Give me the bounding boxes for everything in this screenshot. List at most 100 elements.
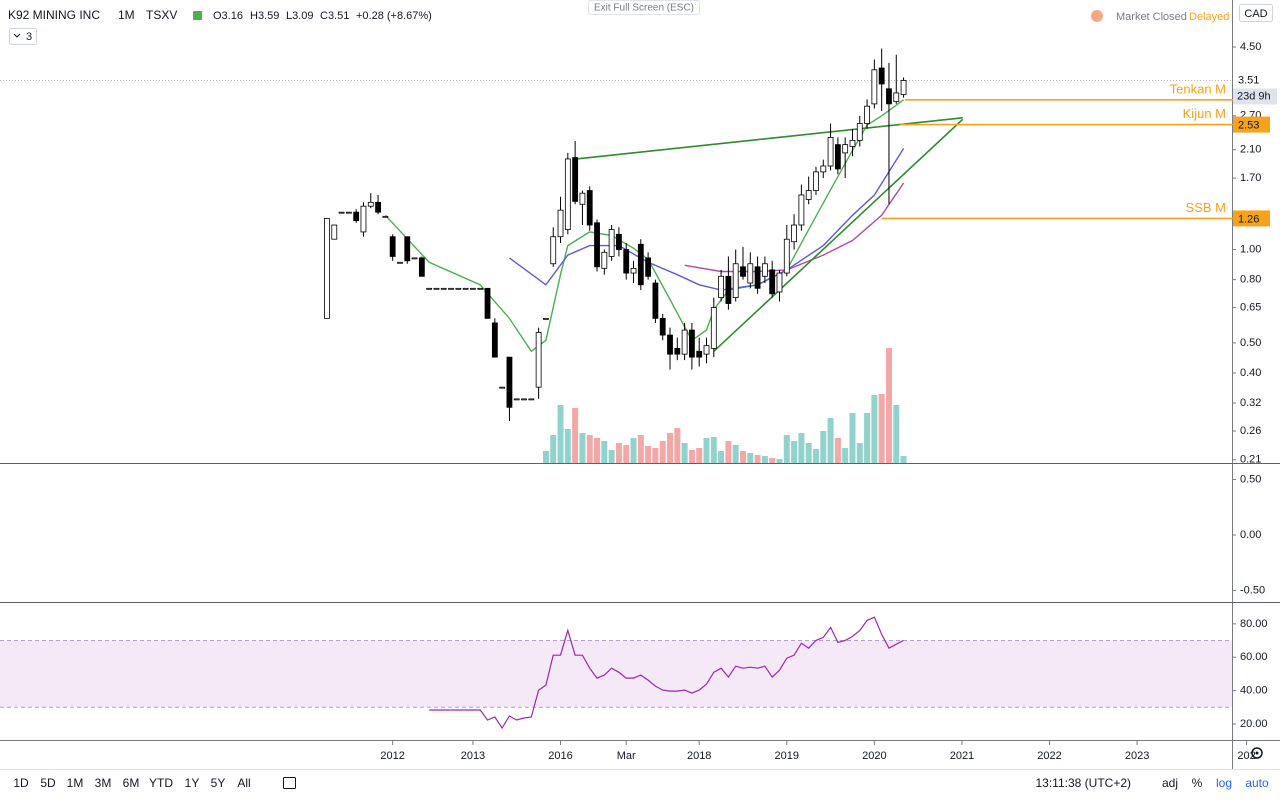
- y-tick-label: 2.10: [1240, 144, 1261, 156]
- volume-bar: [812, 449, 819, 463]
- option-button[interactable]: log: [1216, 776, 1232, 790]
- volume-bar: [798, 433, 805, 463]
- symbol: K92 MINING INC: [8, 8, 100, 22]
- volume-bar: [791, 441, 798, 463]
- volume-bar: [864, 413, 871, 463]
- range-button[interactable]: 1D: [13, 776, 29, 790]
- last-price-box: [1233, 72, 1273, 89]
- volume-bar: [557, 405, 564, 463]
- ohlc-close: C3.51: [320, 10, 349, 22]
- fullscreen-label[interactable]: Exit Full Screen (ESC): [594, 3, 694, 14]
- candle-body: [455, 287, 462, 290]
- volume-bar: [696, 448, 703, 463]
- y-tick-label: 0.40: [1240, 367, 1261, 379]
- volume-bar: [623, 445, 630, 463]
- last-price: 3.51: [1238, 74, 1259, 86]
- candle-body: [637, 243, 644, 286]
- volume-bar: [761, 456, 768, 463]
- y-tick-label: 0.80: [1240, 274, 1261, 286]
- indicator-line: [508, 148, 905, 291]
- date-range-icon[interactable]: [283, 777, 296, 789]
- market-status: Market Closed: [1116, 11, 1187, 23]
- candle-body: [878, 67, 885, 85]
- candle-body: [732, 263, 739, 299]
- rsi-band: [0, 640, 1232, 708]
- candle-body: [375, 201, 381, 213]
- candle-body: [608, 229, 615, 257]
- currency-box[interactable]: [1239, 4, 1273, 22]
- y-tick-label: 80.00: [1240, 618, 1268, 630]
- candle-body: [616, 233, 622, 250]
- clock: 13:11:38 (UTC+2): [1036, 776, 1132, 790]
- option-button[interactable]: adj: [1162, 776, 1178, 790]
- indicator-line: [684, 182, 905, 273]
- collapse-count[interactable]: 3: [26, 31, 32, 43]
- x-tick-label: 2016: [548, 750, 572, 762]
- volume-bar: [652, 448, 659, 463]
- collapse-button[interactable]: [9, 28, 37, 45]
- x-tick-label: 2012: [380, 750, 404, 762]
- feed-status: Delayed: [1189, 11, 1229, 23]
- volume-bar: [667, 433, 674, 463]
- range-button[interactable]: 5D: [40, 776, 56, 790]
- y-tick-label: 0.26: [1240, 425, 1261, 437]
- range-button[interactable]: 1Y: [185, 776, 200, 790]
- currency[interactable]: CAD: [1244, 8, 1267, 20]
- y-tick-label: 0.00: [1240, 529, 1261, 541]
- candle-body: [440, 287, 447, 290]
- range-button[interactable]: All: [237, 776, 250, 790]
- candle-body: [491, 322, 498, 358]
- candle-body: [470, 287, 476, 290]
- option-button[interactable]: %: [1192, 776, 1203, 790]
- y-tick-label: 0.50: [1240, 473, 1261, 485]
- exchange: TSXV: [146, 8, 177, 22]
- range-button[interactable]: 6M: [123, 776, 140, 790]
- volume-bar: [849, 413, 856, 463]
- volume-bar: [827, 418, 834, 463]
- candle-body: [674, 348, 681, 355]
- volume-bar: [769, 458, 776, 463]
- volume-bar: [630, 438, 637, 463]
- candle-body: [543, 317, 549, 320]
- candle-body: [360, 205, 367, 233]
- level-price-box: [1233, 210, 1270, 227]
- candle-body: [667, 334, 673, 355]
- volume-bar: [820, 431, 827, 463]
- candle-body: [776, 272, 783, 293]
- candle-body: [886, 88, 892, 105]
- status-icon: [193, 11, 202, 20]
- volume-bar: [594, 438, 601, 463]
- volume-bar: [550, 435, 557, 463]
- x-tick-label: 2023: [1125, 750, 1149, 762]
- candle-body: [331, 224, 338, 240]
- candle-body: [761, 263, 768, 277]
- candle-body: [696, 350, 703, 358]
- level-price-box: [1233, 116, 1270, 133]
- countdown-box: [1233, 88, 1277, 105]
- candle-body: [601, 251, 608, 269]
- candle-body: [652, 282, 659, 319]
- volume-bar: [900, 456, 907, 463]
- candle-body: [579, 192, 586, 205]
- volume-bar: [783, 435, 790, 463]
- candle-body: [513, 398, 520, 401]
- candle-body: [805, 190, 812, 200]
- plot-layer: 4.502.702.101.701.000.800.650.500.400.32…: [0, 41, 1277, 762]
- fullscreen-button[interactable]: [588, 0, 700, 15]
- y-tick-label: 0.32: [1240, 397, 1261, 409]
- range-button[interactable]: YTD: [149, 776, 173, 790]
- volume-bar: [885, 348, 892, 463]
- range-button[interactable]: 5Y: [211, 776, 226, 790]
- candle-body: [645, 257, 652, 277]
- range-button[interactable]: 1M: [67, 776, 84, 790]
- volume-bar: [710, 437, 717, 463]
- ohlc-low: L3.09: [286, 10, 314, 22]
- volume-bar: [725, 441, 732, 463]
- volume-bar: [674, 428, 681, 463]
- candle-body: [564, 158, 571, 230]
- settings-icon[interactable]: [1251, 747, 1263, 759]
- option-button[interactable]: auto: [1245, 776, 1269, 790]
- range-button[interactable]: 3M: [95, 776, 112, 790]
